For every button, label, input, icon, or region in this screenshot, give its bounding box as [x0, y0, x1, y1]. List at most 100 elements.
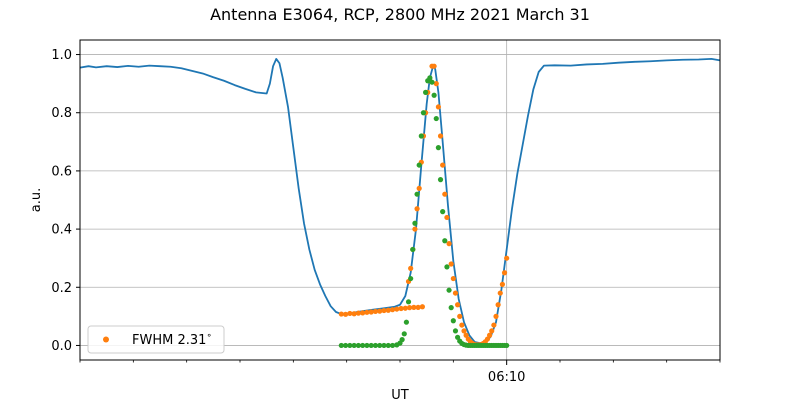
y-tick-label: 0.2: [51, 281, 72, 296]
scatter-point: [355, 310, 361, 316]
scatter-point: [452, 290, 459, 296]
scatter-point: [455, 302, 461, 308]
y-tick-label: 0.8: [51, 106, 72, 121]
scatter-point: [446, 287, 452, 293]
scatter-point: [501, 270, 508, 276]
measured-beam-line: [79, 58, 721, 345]
scatter-point: [420, 110, 427, 116]
scatter-point: [385, 342, 391, 349]
scatter-point: [484, 336, 491, 342]
scatter-point: [414, 191, 420, 197]
scatter-point: [410, 246, 416, 253]
scatter-series-2: [338, 75, 510, 349]
scatter-point: [338, 311, 344, 317]
y-axis-label: a.u.: [29, 188, 44, 212]
scatter-point: [446, 241, 452, 247]
scatter-point: [389, 307, 396, 313]
legend-marker-dot: [103, 336, 109, 343]
scatter-point: [385, 307, 391, 313]
scatter-point: [394, 306, 400, 312]
scatter-point: [444, 264, 450, 270]
y-tick-label: 0.4: [51, 223, 72, 238]
scatter-point: [442, 191, 448, 197]
scatter-point: [448, 305, 454, 311]
scatter-point: [418, 133, 424, 139]
scatter-point: [491, 322, 497, 328]
scatter-point: [401, 331, 407, 337]
scatter-point: [364, 309, 370, 315]
scatter-point: [360, 342, 366, 349]
scatter-point: [431, 63, 437, 69]
scatter-point: [459, 322, 465, 328]
scatter-point: [381, 307, 387, 314]
legend-entry-text: FWHM 2.31: [132, 333, 206, 348]
x-axis-label: UT: [391, 388, 409, 400]
scatter-point: [347, 310, 353, 317]
scatter-point: [408, 275, 414, 282]
scatter-point: [351, 342, 357, 349]
scatter-point: [407, 305, 413, 311]
scatter-point: [489, 328, 495, 334]
scatter-point: [497, 290, 503, 296]
scatter-point: [377, 308, 383, 314]
scatter-point: [452, 328, 459, 334]
legend-entry-label: FWHM 2.31∘: [132, 331, 212, 348]
scatter-point: [338, 342, 344, 349]
scatter-point: [461, 328, 467, 334]
scatter-point: [442, 238, 448, 244]
scatter-point: [463, 332, 469, 338]
scatter-point: [405, 299, 412, 305]
scatter-point: [504, 342, 510, 349]
scatter-point: [343, 311, 349, 317]
scatter-point: [435, 104, 441, 110]
x-tick-label: 06:10: [488, 370, 525, 385]
scatter-point: [368, 309, 374, 315]
scatter-point: [437, 133, 444, 139]
scatter-point: [415, 304, 421, 310]
scatter-point: [419, 304, 425, 310]
scatter-point: [444, 214, 450, 221]
scatter-point: [423, 89, 429, 95]
scatter-point: [343, 342, 349, 349]
scatter-point: [455, 334, 461, 340]
scatter-point: [431, 92, 437, 98]
scatter-point: [493, 313, 499, 319]
scatter-point: [450, 275, 456, 282]
scatter-point: [360, 310, 366, 316]
scatter-point: [351, 311, 357, 317]
scatter-point: [433, 115, 439, 122]
scatter-point: [412, 226, 418, 232]
scatter-point: [403, 319, 409, 325]
scatter-point: [364, 342, 370, 349]
scatter-point: [368, 342, 374, 349]
scatter-point: [435, 145, 441, 151]
scatter-point: [437, 177, 444, 183]
scatter-point: [402, 305, 408, 311]
scatter-point: [398, 305, 404, 312]
scatter-point: [372, 308, 379, 315]
scatter-point: [389, 342, 396, 349]
scatter-point: [450, 318, 456, 324]
scatter-point: [457, 313, 463, 319]
scatter-series-1: [338, 63, 510, 348]
legend-box: [87, 325, 225, 354]
scatter-point: [347, 342, 353, 349]
scatter-point: [495, 302, 501, 308]
scatter-point: [433, 81, 439, 87]
scatter-point: [487, 332, 493, 338]
scatter-point: [440, 209, 446, 215]
scatter-point: [416, 162, 422, 168]
scatter-point: [372, 342, 379, 349]
scatter-point: [408, 265, 414, 271]
scatter-point: [427, 75, 433, 81]
axis-ticks: 0.0 0.2 0.4 0.6 0.8 1.0 06:10: [51, 48, 721, 385]
scatter-point: [448, 261, 454, 267]
scatter-point: [355, 342, 361, 349]
legend: FWHM 2.31∘: [87, 325, 225, 354]
scatter-point: [377, 342, 383, 349]
y-tick-label: 0.6: [51, 164, 72, 179]
scatter-point: [499, 281, 505, 287]
scatter-point: [412, 220, 418, 226]
y-tick-label: 1.0: [51, 48, 72, 63]
